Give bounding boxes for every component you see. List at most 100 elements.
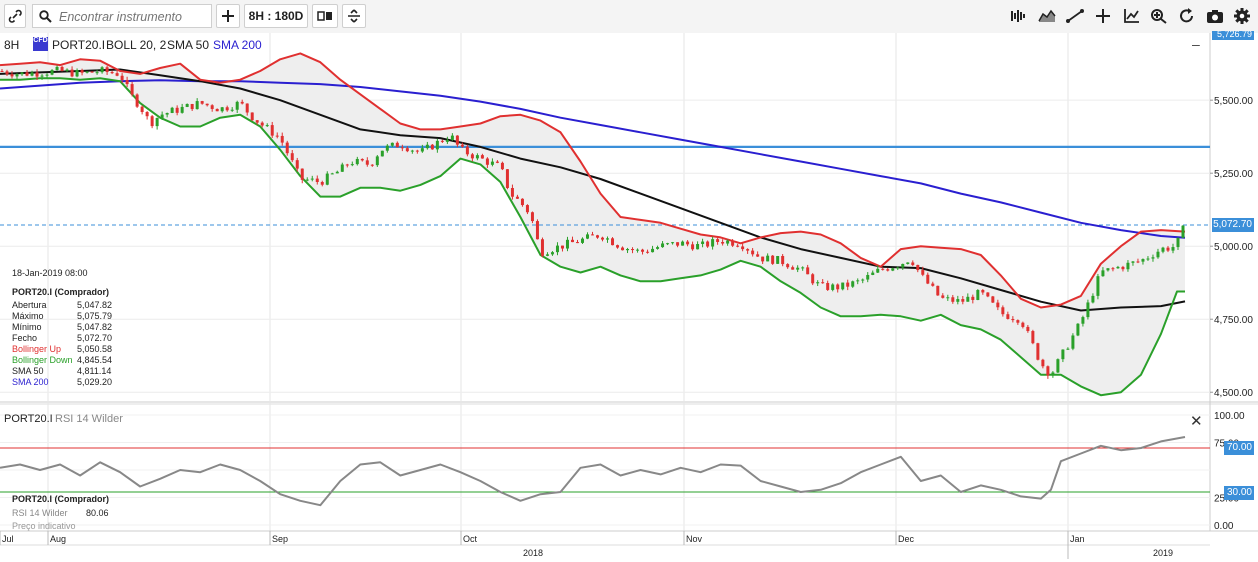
candle-body — [946, 297, 950, 299]
candle-body — [876, 268, 880, 273]
candle-body — [225, 107, 229, 111]
price-tick-label: 4,750.00 — [1214, 315, 1253, 326]
info-row: Bollinger Down 4,845.54 — [12, 355, 112, 365]
compare-button[interactable] — [342, 4, 366, 28]
info-row-label: SMA 200 — [12, 377, 49, 387]
candle-body — [460, 144, 464, 147]
candle-body — [0, 70, 4, 72]
candle-body — [1101, 270, 1105, 277]
camera-icon[interactable] — [1204, 6, 1226, 26]
rsi-info-label: RSI 14 Wilder — [12, 508, 68, 518]
candle-body — [255, 120, 259, 123]
candle-body — [430, 144, 434, 150]
candle-body — [781, 256, 785, 265]
candle-body — [851, 281, 855, 287]
candle-body — [801, 267, 805, 269]
candle-body — [290, 153, 294, 161]
candle-body — [450, 135, 454, 140]
settings-icon[interactable] — [1231, 6, 1253, 26]
candle-body — [300, 168, 304, 180]
candle-body — [175, 107, 179, 113]
minimize-icon[interactable]: – — [1192, 36, 1200, 52]
candle-body — [896, 267, 900, 269]
sma50-label: SMA 50 — [167, 38, 210, 52]
candle-body — [1041, 359, 1045, 367]
candle-body — [1171, 247, 1175, 251]
refresh-icon[interactable] — [1176, 6, 1198, 26]
bollinger-down-line — [0, 77, 1185, 397]
candle-body — [1146, 258, 1150, 260]
candle-body — [240, 101, 244, 104]
candle-body — [500, 162, 504, 170]
candle-body — [786, 264, 790, 268]
close-rsi-icon[interactable]: ✕ — [1190, 413, 1203, 430]
month-label: Oct — [463, 534, 478, 544]
rsi-indicator-label: RSI 14 Wilder — [55, 413, 123, 425]
candle-body — [60, 66, 64, 71]
candle-body — [906, 262, 910, 264]
candle-body — [1006, 314, 1010, 319]
candle-body — [1061, 349, 1065, 360]
candle-body — [641, 249, 645, 252]
candle-body — [185, 103, 189, 107]
instrument-search[interactable] — [32, 4, 212, 28]
candle-body — [721, 241, 725, 244]
candle-body — [115, 73, 119, 76]
candle-body — [861, 279, 865, 281]
candle-body — [295, 160, 299, 169]
interval-button[interactable]: 8H : 180D — [244, 4, 308, 28]
candle-body — [5, 71, 9, 75]
candle-body — [335, 171, 339, 174]
candle-body — [495, 161, 499, 163]
candle-body — [435, 140, 439, 150]
info-row-value: 5,072.70 — [77, 333, 113, 343]
candle-body — [941, 295, 945, 298]
area-chart-icon[interactable] — [1036, 6, 1058, 26]
candle-body — [686, 241, 690, 245]
crosshair-icon[interactable] — [1092, 6, 1114, 26]
bollinger-band-fill — [0, 53, 1185, 396]
symbol-label: PORT20.I — [52, 38, 106, 52]
candle-body — [210, 105, 214, 109]
candle-body — [891, 268, 895, 271]
candle-body — [971, 296, 975, 300]
search-input[interactable] — [57, 7, 211, 27]
info-row-label: Bollinger Up — [12, 344, 62, 354]
indicators-icon[interactable] — [1008, 6, 1030, 26]
chart-style-button[interactable] — [312, 4, 338, 28]
candle-body — [440, 140, 444, 142]
draw-icon[interactable] — [1064, 6, 1086, 26]
candle-body — [265, 125, 269, 127]
candle-body — [425, 144, 429, 149]
price-chart[interactable]: 5,500.00 5,250.00 5,000.00 4,750.00 4,500.00… — [0, 33, 1258, 562]
candle-body — [1151, 257, 1155, 259]
candle-body — [731, 240, 735, 246]
candle-body — [45, 74, 49, 76]
month-label: Dec — [898, 534, 915, 544]
axis-icon[interactable] — [1120, 6, 1142, 26]
candle-body — [535, 221, 539, 240]
candle-body — [1176, 237, 1180, 248]
candle-body — [260, 122, 264, 126]
zoom-icon[interactable] — [1148, 6, 1170, 26]
candle-body — [776, 256, 780, 264]
month-label: Nov — [686, 534, 703, 544]
candle-body — [1156, 251, 1160, 258]
candle-body — [601, 237, 605, 240]
candle-body — [901, 263, 905, 268]
candle-body — [986, 292, 990, 297]
info-row: SMA 200 5,029.20 — [12, 377, 112, 387]
rsi-tick-label: 100.00 — [1214, 411, 1245, 422]
link-icon[interactable] — [4, 4, 26, 28]
candle-body — [85, 71, 89, 73]
candle-body — [65, 69, 69, 71]
candle-body — [676, 242, 680, 246]
add-button[interactable] — [216, 4, 240, 28]
candle-body — [55, 66, 59, 71]
bollinger-up-line — [0, 52, 1186, 309]
candle-body — [95, 72, 99, 74]
candle-body — [1011, 318, 1015, 321]
info-row-label: Bollinger Down — [12, 355, 73, 365]
toolbar: 8H : 180D — [0, 0, 1258, 34]
month-label: Aug — [50, 534, 66, 544]
